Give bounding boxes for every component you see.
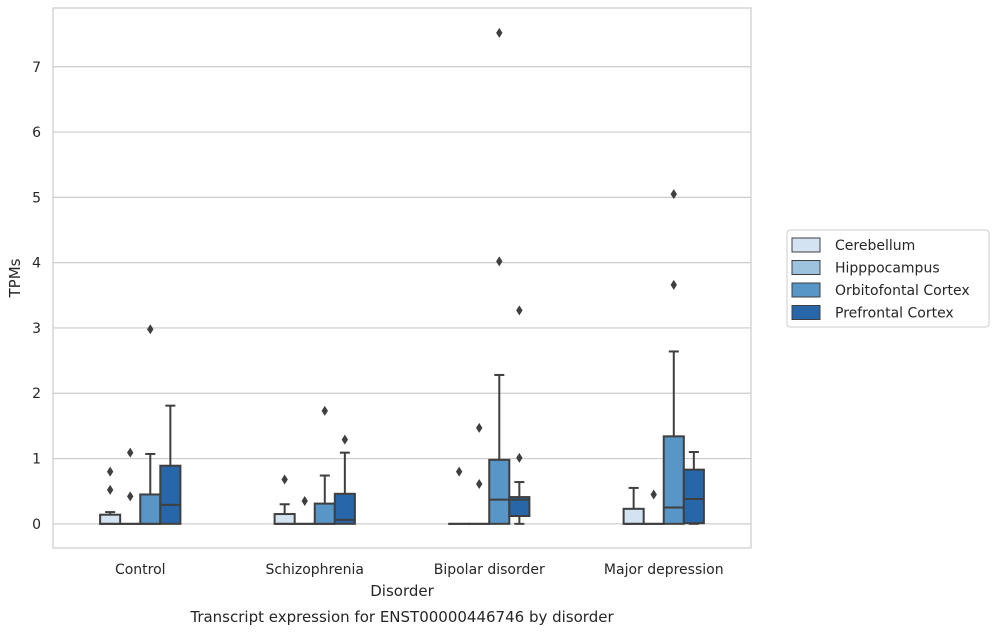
legend-swatch — [791, 260, 821, 275]
y-tick-labels: 0 1 2 3 4 5 6 7 — [32, 60, 41, 533]
box-orbitofontal-cortex-3 — [662, 189, 685, 525]
legend-swatch — [791, 305, 821, 320]
legend-swatch — [791, 282, 821, 298]
outlier-point — [670, 279, 677, 290]
outlier-point — [127, 491, 134, 502]
box-hipppocampus-3 — [642, 489, 665, 525]
box-iqr — [622, 507, 645, 525]
x-tick-labels: Control Schizophrenia Bipolar disorder Majo… — [115, 562, 724, 578]
legend-swatch — [791, 237, 821, 253]
x-tick-label: Bipolar disorder — [434, 562, 545, 578]
box-cerebellum-3 — [622, 486, 645, 525]
gridlines — [53, 66, 751, 525]
outlier-point — [476, 422, 483, 433]
legend-label: Hipppocampus — [835, 261, 940, 277]
box-iqr — [508, 496, 531, 518]
legend-label: Prefrontal Cortex — [835, 306, 954, 322]
outlier-point — [516, 452, 523, 463]
y-tick-label: 7 — [32, 60, 41, 76]
outlier-point — [147, 324, 154, 335]
outlier-point — [341, 434, 349, 445]
chart-caption: Transcript expression for ENST0000044674… — [189, 608, 614, 626]
y-tick-label: 5 — [32, 190, 41, 206]
legend-label: Cerebellum — [835, 238, 915, 254]
box-orbitofontal-cortex-2 — [488, 27, 511, 525]
legend-label: Orbitofontal Cortex — [835, 283, 970, 299]
box-iqr — [159, 464, 182, 525]
box-iqr — [662, 435, 685, 525]
y-axis-label: TPMs — [6, 258, 24, 298]
box-orbitofontal-cortex-0 — [139, 324, 162, 525]
outlier-point — [496, 27, 503, 38]
outlier-point — [321, 405, 328, 416]
outlier-point — [496, 256, 503, 267]
box-orbitofontal-cortex-1 — [313, 405, 336, 525]
outlier-point — [281, 474, 288, 485]
box-iqr — [99, 513, 122, 525]
legend-frame — [786, 229, 990, 328]
outlier-point — [106, 466, 114, 477]
outlier-point — [650, 489, 657, 500]
box-cerebellum-1 — [273, 474, 296, 525]
y-tick-label: 2 — [32, 386, 41, 402]
box-cerebellum-0 — [99, 466, 122, 525]
outlier-point — [476, 479, 483, 490]
box-prefrontal-cortex-0 — [159, 404, 182, 525]
y-tick-label: 1 — [32, 452, 41, 468]
box-iqr — [139, 493, 162, 525]
y-tick-label: 6 — [32, 125, 41, 141]
box-iqr — [333, 492, 356, 525]
boxes — [99, 27, 705, 525]
x-tick-label: Major depression — [604, 562, 724, 578]
outlier-point — [516, 305, 523, 316]
y-tick-label: 4 — [32, 256, 41, 272]
outlier-point — [670, 189, 677, 200]
x-tick-label: Control — [115, 562, 166, 578]
box-prefrontal-cortex-3 — [682, 451, 705, 525]
box-iqr — [313, 502, 336, 525]
box-hipppocampus-2 — [468, 422, 491, 525]
y-tick-label: 3 — [32, 321, 41, 337]
outlier-point — [106, 484, 114, 495]
box-prefrontal-cortex-2 — [508, 305, 531, 525]
box-iqr — [488, 458, 511, 525]
box-hipppocampus-1 — [293, 495, 316, 525]
outlier-point — [455, 466, 463, 477]
x-axis-label: Disorder — [370, 582, 434, 600]
box-prefrontal-cortex-1 — [333, 434, 356, 525]
y-tick-label: 0 — [32, 517, 41, 533]
box-iqr — [682, 468, 705, 525]
x-tick-label: Schizophrenia — [266, 562, 364, 578]
legend: Cerebellum Hipppocampus Orbitofontal Corte… — [786, 229, 990, 328]
box-cerebellum-2 — [448, 466, 471, 525]
box-iqr — [273, 513, 296, 525]
outlier-point — [127, 447, 134, 458]
outlier-point — [301, 495, 308, 506]
plot-area — [52, 7, 752, 549]
